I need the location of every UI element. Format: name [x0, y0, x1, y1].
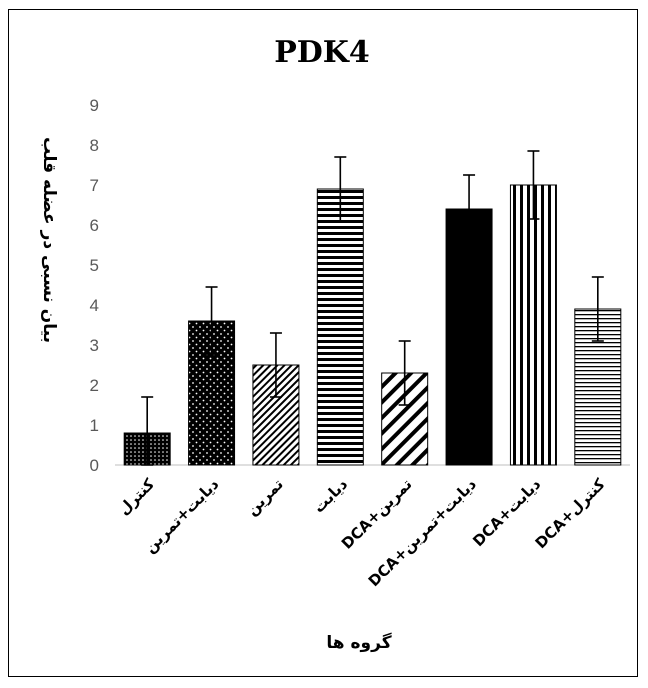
- error-bar: [463, 174, 476, 244]
- error-bar: [205, 286, 218, 356]
- y-tick-label: 1: [90, 416, 99, 435]
- x-axis-label: گروه ها: [326, 632, 391, 653]
- y-tick-label: 4: [90, 296, 99, 315]
- category-label: کنترل: [115, 475, 159, 519]
- error-bars: [141, 150, 604, 466]
- bars: [123, 184, 622, 466]
- error-bar: [269, 332, 282, 398]
- chart-title: PDK4: [274, 35, 370, 70]
- category-label: دیابت: [310, 475, 352, 517]
- error-bar: [398, 340, 411, 406]
- y-tick-label: 0: [90, 456, 99, 475]
- error-bar: [334, 156, 347, 222]
- bar: [509, 184, 557, 466]
- y-tick-label: 6: [90, 216, 99, 235]
- y-tick-label: 9: [90, 96, 99, 115]
- y-axis-ticks: 0 1 2 3 4 5 6 7 8 9: [90, 96, 99, 475]
- y-tick-label: 5: [90, 256, 99, 275]
- category-label: DCA+دیابت+تمرین: [365, 475, 480, 590]
- error-bar: [591, 276, 604, 342]
- error-bar: [141, 396, 154, 466]
- y-tick-label: 3: [90, 336, 99, 355]
- error-bar: [527, 150, 540, 220]
- chart: PDK4 0 1 2 3 4 5 6 7 8 9 بیان نسبی در عضله قلب کن…: [39, 35, 630, 653]
- y-tick-label: 7: [90, 176, 99, 195]
- bar: [445, 208, 493, 466]
- y-axis-label: بیان نسبی در عضله قلب: [39, 137, 59, 343]
- category-label: DCA+کنترل: [532, 475, 609, 552]
- y-tick-label: 2: [90, 376, 99, 395]
- category-label: تمرین: [243, 475, 287, 519]
- bar: [316, 188, 364, 466]
- y-tick-label: 8: [90, 136, 99, 155]
- chart-frame: PDK4 0 1 2 3 4 5 6 7 8 9 بیان نسبی در عضله قلب کن…: [8, 9, 638, 677]
